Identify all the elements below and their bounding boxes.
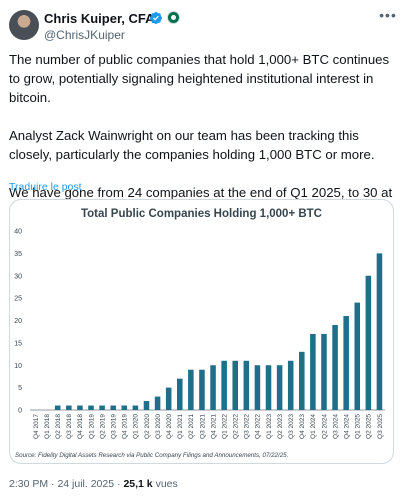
avatar[interactable]: [9, 10, 39, 40]
bar: [287, 360, 294, 410]
x-tick-label: Q3 2019: [111, 414, 118, 439]
chart-source: Source: Fidelity Digital Assets Research…: [15, 452, 289, 459]
x-tick-label: Q4 2021: [210, 414, 217, 439]
bar: [88, 405, 94, 410]
x-tick-label: Q1 2025: [355, 414, 362, 439]
y-tick-label: 5: [18, 385, 22, 392]
tweet-paragraph: The number of public companies that hold…: [9, 52, 390, 105]
tweet-text: The number of public companies that hold…: [9, 50, 397, 221]
bar: [221, 360, 227, 410]
bar: [265, 365, 272, 410]
bar: [154, 396, 161, 410]
bar: [165, 387, 172, 410]
affiliate-badge-icon[interactable]: [167, 11, 180, 24]
y-tick-label: 0: [18, 408, 22, 415]
x-tick-label: Q3 2024: [332, 414, 339, 439]
views-label: vues: [155, 478, 178, 490]
bar: [354, 302, 361, 410]
x-tick-label: Q2 2025: [366, 414, 373, 439]
x-tick-label: Q4 2019: [122, 414, 129, 439]
x-tick-label: Q4 2017: [33, 414, 40, 439]
x-tick-label: Q2 2019: [99, 414, 106, 439]
x-tick-label: Q4 2024: [343, 414, 350, 439]
tweet-paragraph: Analyst Zack Wainwright on our team has …: [9, 128, 375, 162]
bar: [210, 365, 216, 410]
x-tick-label: Q4 2023: [299, 414, 306, 439]
bar: [299, 351, 305, 410]
bar: [321, 333, 327, 410]
meta-separator: ·: [48, 478, 58, 490]
x-tick-label: Q4 2020: [166, 414, 173, 439]
more-options-icon[interactable]: •••: [379, 7, 397, 23]
author-name[interactable]: Chris Kuiper, CFA: [44, 11, 155, 26]
x-tick-label: Q1 2019: [88, 414, 95, 439]
tweet-date[interactable]: 24 juil. 2025: [57, 478, 115, 490]
x-tick-label: Q1 2021: [177, 414, 184, 439]
bar: [199, 369, 205, 410]
tweet-time[interactable]: 2:30 PM: [9, 478, 49, 490]
bar: [54, 405, 61, 410]
meta-separator: ·: [114, 478, 124, 490]
x-tick-label: Q3 2018: [66, 414, 73, 439]
x-tick-label: Q1 2022: [221, 414, 228, 439]
x-tick-label: Q2 2020: [144, 414, 151, 439]
x-tick-label: Q2 2022: [233, 414, 240, 439]
x-tick-label: Q2 2024: [321, 414, 328, 439]
bar: [188, 369, 194, 410]
x-tick-label: Q4 2022: [255, 414, 262, 439]
bar: [254, 365, 261, 410]
bar-chart: 0 5 10 15 20 25 30 35 40 Q4 2017 Q1 2018 Q2 2018 Q3 …: [14, 229, 385, 439]
bar: [365, 275, 372, 410]
bar: [99, 405, 105, 410]
bar: [66, 405, 72, 410]
x-tick-label: Q1 2018: [44, 414, 51, 439]
bar: [376, 253, 383, 410]
bar: [243, 360, 250, 410]
bar: [332, 324, 338, 410]
translate-link[interactable]: Traduire le post: [9, 181, 82, 193]
x-tick-label: Q1 2020: [133, 414, 140, 439]
x-tick-label: Q2 2023: [277, 414, 284, 439]
y-tick-label: 40: [14, 229, 22, 236]
x-tick-label: Q3 2023: [288, 414, 295, 439]
x-tick-label: Q3 2021: [199, 414, 206, 439]
bar: [343, 316, 349, 410]
bar: [143, 401, 150, 410]
bar: [232, 360, 239, 410]
author-handle[interactable]: @ChrisJKuiper: [44, 28, 125, 42]
y-tick-label: 30: [14, 273, 22, 280]
bar: [276, 365, 283, 410]
x-tick-label: Q3 2020: [155, 414, 162, 439]
y-tick-label: 10: [14, 363, 22, 370]
x-tick-label: Q1 2024: [310, 414, 317, 439]
bar: [77, 405, 83, 410]
bar: [310, 333, 316, 410]
verified-badge-icon: [150, 12, 162, 24]
bar: [121, 405, 128, 410]
bar: [176, 378, 183, 410]
views-count: 25,1 k: [123, 478, 153, 490]
bar: [110, 405, 116, 410]
bar: [132, 405, 139, 410]
y-tick-label: 25: [14, 296, 22, 303]
x-tick-label: Q3 2022: [244, 414, 251, 439]
x-tick-label: Q2 2018: [55, 414, 62, 439]
x-tick-label: Q3 2025: [377, 414, 384, 439]
chart-title: Total Public Companies Holding 1,000+ BT…: [80, 208, 322, 220]
chart-image[interactable]: Total Public Companies Holding 1,000+ BT…: [9, 199, 394, 464]
x-tick-label: Q1 2023: [266, 414, 273, 439]
tweet-header: Chris Kuiper, CFA @ChrisJKuiper •••: [0, 0, 402, 52]
y-tick-label: 20: [14, 318, 22, 325]
x-tick-label: Q2 2021: [188, 414, 195, 439]
y-tick-label: 15: [14, 340, 22, 347]
y-tick-label: 35: [14, 251, 22, 258]
tweet-meta: 2:30 PM · 24 juil. 2025 · 25,1 k vues: [9, 478, 178, 490]
x-tick-label: Q4 2018: [77, 414, 84, 439]
